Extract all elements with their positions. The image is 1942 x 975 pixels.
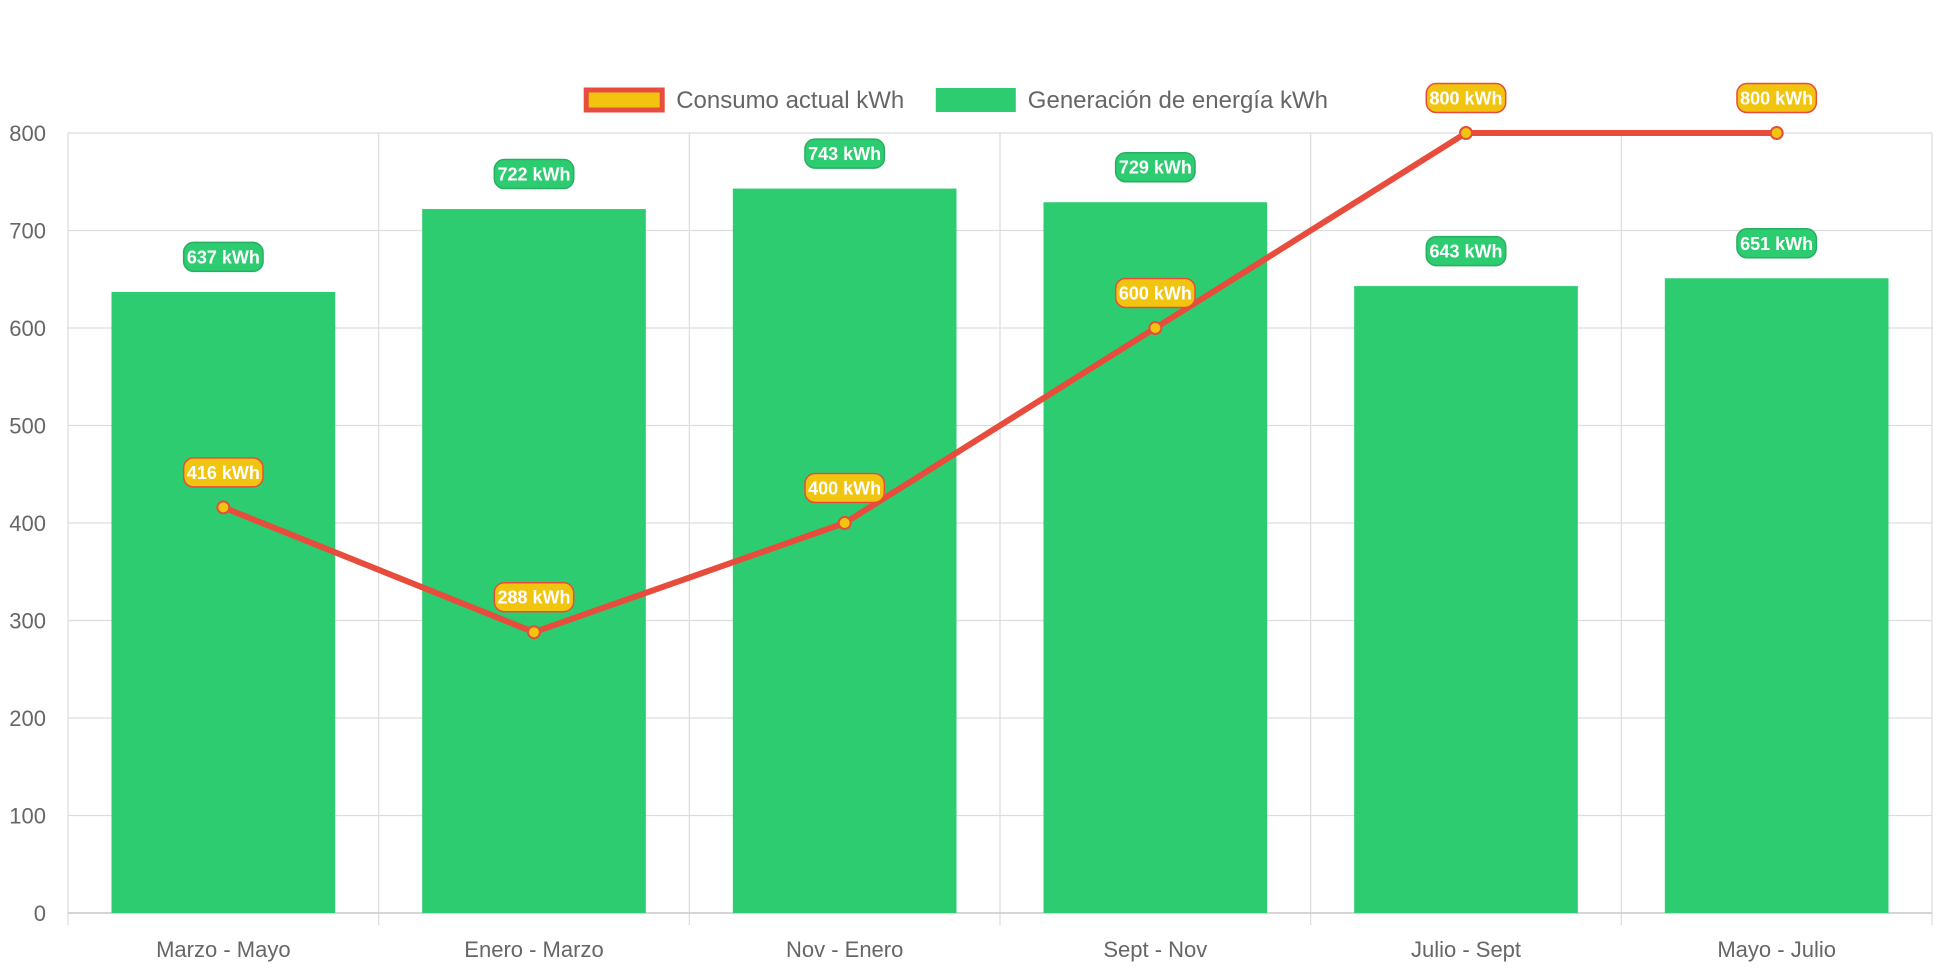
data-label: 288 kWh	[497, 588, 570, 608]
data-label: 729 kWh	[1119, 158, 1192, 178]
legend-item[interactable]: Generación de energía kWh	[935, 87, 1328, 114]
legend-label: Consumo actual kWh	[676, 87, 904, 114]
data-label: 651 kWh	[1740, 234, 1813, 254]
y-tick-label: 0	[34, 901, 46, 926]
bar[interactable]	[1043, 202, 1268, 914]
data-label-box	[1736, 228, 1818, 259]
y-tick-label: 400	[9, 511, 46, 536]
data-label-box	[493, 158, 575, 190]
y-tick-label: 800	[9, 121, 46, 146]
series-line	[222, 130, 1777, 636]
data-label: 800 kWh	[1429, 89, 1502, 109]
x-tick-label: Nov - Enero	[786, 937, 903, 962]
data-label: 400 kWh	[808, 479, 881, 499]
y-tick-label: 200	[9, 706, 46, 731]
data-label-box	[1114, 277, 1196, 309]
data-label-box	[182, 457, 264, 488]
x-tick-label: Enero - Marzo	[464, 937, 603, 962]
line-series	[216, 126, 1784, 640]
bar[interactable]	[1664, 278, 1889, 913]
line-point[interactable]	[837, 516, 852, 530]
grid	[67, 132, 1933, 925]
data-label-box	[1425, 235, 1507, 267]
legend: Consumo actual kWh Generación de energía …	[583, 87, 1328, 114]
data-label: 722 kWh	[497, 165, 570, 185]
data-label-box	[1736, 82, 1818, 114]
y-tick-label: 500	[9, 414, 46, 439]
data-label: 637 kWh	[187, 247, 260, 267]
line-point[interactable]	[527, 625, 541, 640]
line-point[interactable]	[1459, 126, 1473, 140]
x-tick-label: Julio - Sept	[1411, 937, 1521, 962]
y-tick-label: 700	[9, 219, 46, 244]
line-point[interactable]	[1769, 126, 1784, 140]
legend-item[interactable]: Consumo actual kWh	[583, 87, 904, 114]
data-label-box	[1114, 151, 1196, 183]
data-label: 416 kWh	[187, 463, 260, 483]
bar[interactable]	[422, 209, 646, 914]
bar-series	[111, 188, 1889, 914]
bar[interactable]	[1354, 286, 1578, 913]
line-point[interactable]	[1148, 321, 1163, 335]
data-label-box	[804, 472, 886, 504]
data-label: 600 kWh	[1119, 284, 1192, 304]
y-tick-label: 100	[9, 804, 46, 829]
y-axis-ticks: 0 100 200 300 400 500 600 700 800	[9, 121, 46, 926]
x-tick-label: Sept - Nov	[1103, 937, 1207, 962]
data-label: 800 kWh	[1740, 89, 1813, 109]
line-point[interactable]	[216, 500, 231, 515]
legend-label: Generación de energía kWh	[1028, 87, 1328, 114]
bar[interactable]	[111, 291, 336, 913]
data-label: 743 kWh	[808, 144, 881, 164]
legend-swatch	[583, 87, 665, 113]
data-label-box	[1425, 82, 1507, 114]
x-axis-ticks: Marzo - Mayo Enero - Marzo Nov - Enero Sept…	[156, 937, 1836, 962]
data-label-box	[182, 241, 264, 273]
legend-swatch	[935, 88, 1016, 112]
data-label-box	[493, 581, 575, 613]
data-labels: 637 kWh 722 kWh 743 kWh 729 kWh 643 kWh 651 k…	[182, 82, 1818, 613]
x-tick-label: Mayo - Julio	[1717, 937, 1836, 962]
y-tick-label: 600	[9, 316, 46, 341]
data-label-box	[804, 138, 886, 169]
y-tick-label: 300	[9, 609, 46, 634]
x-tick-label: Marzo - Mayo	[156, 937, 290, 962]
data-label: 643 kWh	[1429, 242, 1502, 262]
